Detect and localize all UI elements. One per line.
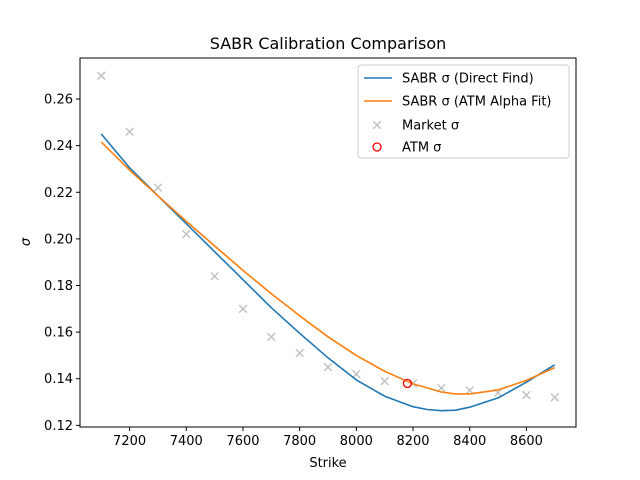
market-point [181, 229, 191, 239]
market-point [550, 393, 560, 402]
market-point [96, 71, 106, 81]
market-point-stroke [267, 332, 276, 342]
legend-label-3: ATM σ [402, 141, 441, 156]
x-tick-label: 8200 [396, 434, 429, 449]
atm-point [402, 378, 413, 389]
y-tick-label: 0.12 [44, 419, 73, 434]
market-point-stroke [153, 183, 163, 192]
market-point-stroke [181, 229, 191, 239]
market-point-stroke [352, 369, 361, 379]
market-point-stroke [295, 348, 304, 358]
x-axis: 7200 7400 7600 7800 8000 8200 8400 8600 [113, 427, 543, 449]
legend-box [357, 64, 570, 159]
y-tick-label: 0.18 [44, 279, 73, 294]
x-tick-label: 8400 [453, 434, 486, 449]
y-axis-label: σ [19, 237, 34, 246]
market-point [238, 304, 248, 314]
market-point [380, 376, 389, 386]
market-point-stroke [238, 304, 248, 314]
market-point [323, 362, 333, 372]
chart-title: SABR Calibration Comparison [210, 34, 447, 53]
market-point-stroke [380, 376, 389, 386]
legend-label-1: SABR σ (ATM Alpha Fit) [402, 95, 552, 110]
x-tick-label: 8600 [510, 434, 543, 449]
legend: SABR σ (Direct Find) SABR σ (ATM Alpha Fi… [357, 64, 570, 159]
market-point [210, 271, 219, 281]
market-point-stroke [522, 390, 531, 400]
y-tick-label: 0.24 [44, 139, 73, 154]
market-point [267, 332, 276, 342]
x-tick-label: 8000 [340, 434, 373, 449]
market-point-stroke [493, 388, 503, 398]
market-point [522, 390, 531, 400]
market-point [352, 369, 361, 379]
y-tick-label: 0.16 [44, 326, 73, 341]
y-tick-label: 0.14 [44, 372, 73, 387]
legend-label-0: SABR σ (Direct Find) [402, 72, 534, 87]
x-tick-label: 7800 [283, 434, 316, 449]
market-point-stroke [125, 127, 134, 136]
market-point-stroke [550, 393, 560, 402]
x-tick-label: 7400 [170, 434, 203, 449]
x-tick-label: 7200 [113, 434, 146, 449]
x-axis-label: Strike [309, 456, 346, 471]
market-point [295, 348, 304, 358]
market-point-stroke [210, 271, 219, 281]
y-tick-label: 0.22 [44, 186, 73, 201]
market-point-stroke [96, 71, 106, 81]
market-point [153, 183, 163, 192]
plot-frame [79, 57, 577, 428]
market-point-stroke [465, 386, 475, 395]
y-axis: 0.12 0.14 0.16 0.18 0.20 0.22 0.24 0.26 [44, 93, 80, 434]
market-point [125, 127, 134, 136]
y-tick-label: 0.20 [44, 232, 73, 247]
legend-label-2: Market σ [402, 119, 459, 134]
series-line-1 [100, 141, 556, 395]
series-layer [96, 71, 560, 412]
series-line-0 [100, 133, 556, 412]
x-tick-label: 7600 [226, 434, 259, 449]
legend-marker-x [372, 120, 382, 130]
market-point-stroke [323, 362, 333, 372]
legend-marker-circle [372, 142, 382, 152]
y-tick-label: 0.26 [44, 93, 73, 108]
